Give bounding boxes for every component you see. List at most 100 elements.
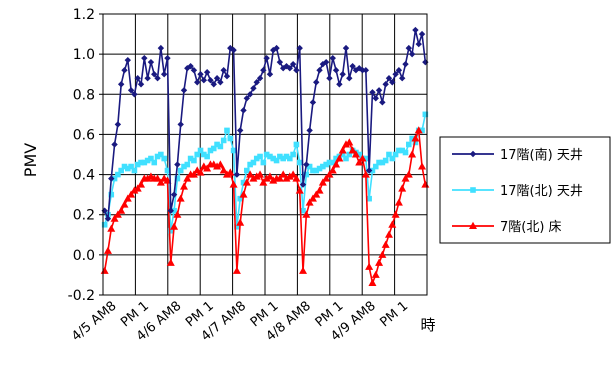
data-point [247,161,253,168]
data-point [375,87,383,94]
data-point [147,58,155,66]
data-point [240,179,247,186]
data-point [316,67,323,74]
data-point [339,71,346,78]
data-point [203,164,212,172]
data-point [104,215,112,222]
data-point [183,174,192,182]
data-point [289,170,298,178]
data-point [308,194,317,202]
legend-marker [469,221,477,229]
y-tick-label: 0.2 [73,208,95,224]
data-point [388,220,397,228]
data-point [369,167,376,174]
data-point [217,143,224,150]
data-point [196,168,205,176]
plot-border [102,13,428,296]
data-point [389,155,396,162]
data-point [282,174,291,182]
data-point [322,174,331,182]
data-point [210,145,217,152]
data-point [184,161,191,168]
data-point [385,75,393,82]
data-point [110,214,119,222]
data-point [170,222,179,230]
data-point [207,147,214,154]
series-layer [100,26,430,286]
data-point [240,107,247,114]
data-point [371,270,380,278]
data-point [167,207,174,214]
data-point [108,191,115,198]
data-point [275,174,284,182]
data-point [124,165,131,172]
data-point [328,166,337,174]
data-point [322,58,330,66]
data-point [131,91,138,98]
data-point [313,167,320,174]
data-point [260,67,267,74]
data-point [365,167,373,174]
data-point [381,240,390,248]
data-point [176,194,185,202]
legend-entry: 17階(北) 天井 [452,184,583,199]
data-point [204,153,210,160]
data-point [263,54,270,62]
data-point [214,141,220,148]
data-point [276,58,284,66]
data-point [326,75,333,82]
data-point [134,161,141,168]
data-point [269,176,278,184]
data-point [277,153,283,160]
data-point [194,79,201,86]
data-point [323,161,329,168]
data-point [118,167,124,174]
legend-label: 17階(北) 天井 [500,184,583,199]
legend: 17階(南) 天井 17階(北) 天井 7階(北) 床 [439,136,611,244]
data-point [336,81,343,88]
data-point [289,60,297,68]
data-point [303,161,310,168]
data-point [154,75,161,82]
data-point [203,69,211,76]
data-point [333,155,339,162]
data-point [166,258,175,266]
data-point [326,159,333,166]
data-point [392,71,399,78]
data-point [107,224,116,232]
data-point [342,140,350,148]
data-point [164,54,171,62]
data-point [342,44,350,52]
data-point [273,157,280,164]
data-point [180,182,188,190]
data-point [207,77,214,84]
data-point [144,75,151,82]
data-point [256,75,264,82]
data-point [292,174,301,182]
data-point [394,198,403,206]
data-point [295,186,304,194]
data-point [108,175,115,182]
data-point [286,155,293,162]
data-point [220,67,227,74]
data-point [197,147,204,154]
series-3 [100,126,430,286]
data-point [244,167,250,174]
data-point [148,155,154,162]
data-point [111,175,118,182]
data-point [412,26,419,34]
data-point [194,151,201,158]
data-point [233,171,241,178]
data-point [422,58,429,66]
data-point [285,172,294,180]
data-point [180,87,188,94]
legend-entry: 17階(南) 天井 [452,147,583,163]
data-point [379,99,386,106]
data-point [273,44,280,52]
data-point [329,159,336,166]
data-point [151,159,158,166]
data-point [343,155,349,162]
data-point [375,258,384,266]
data-point [320,163,326,170]
